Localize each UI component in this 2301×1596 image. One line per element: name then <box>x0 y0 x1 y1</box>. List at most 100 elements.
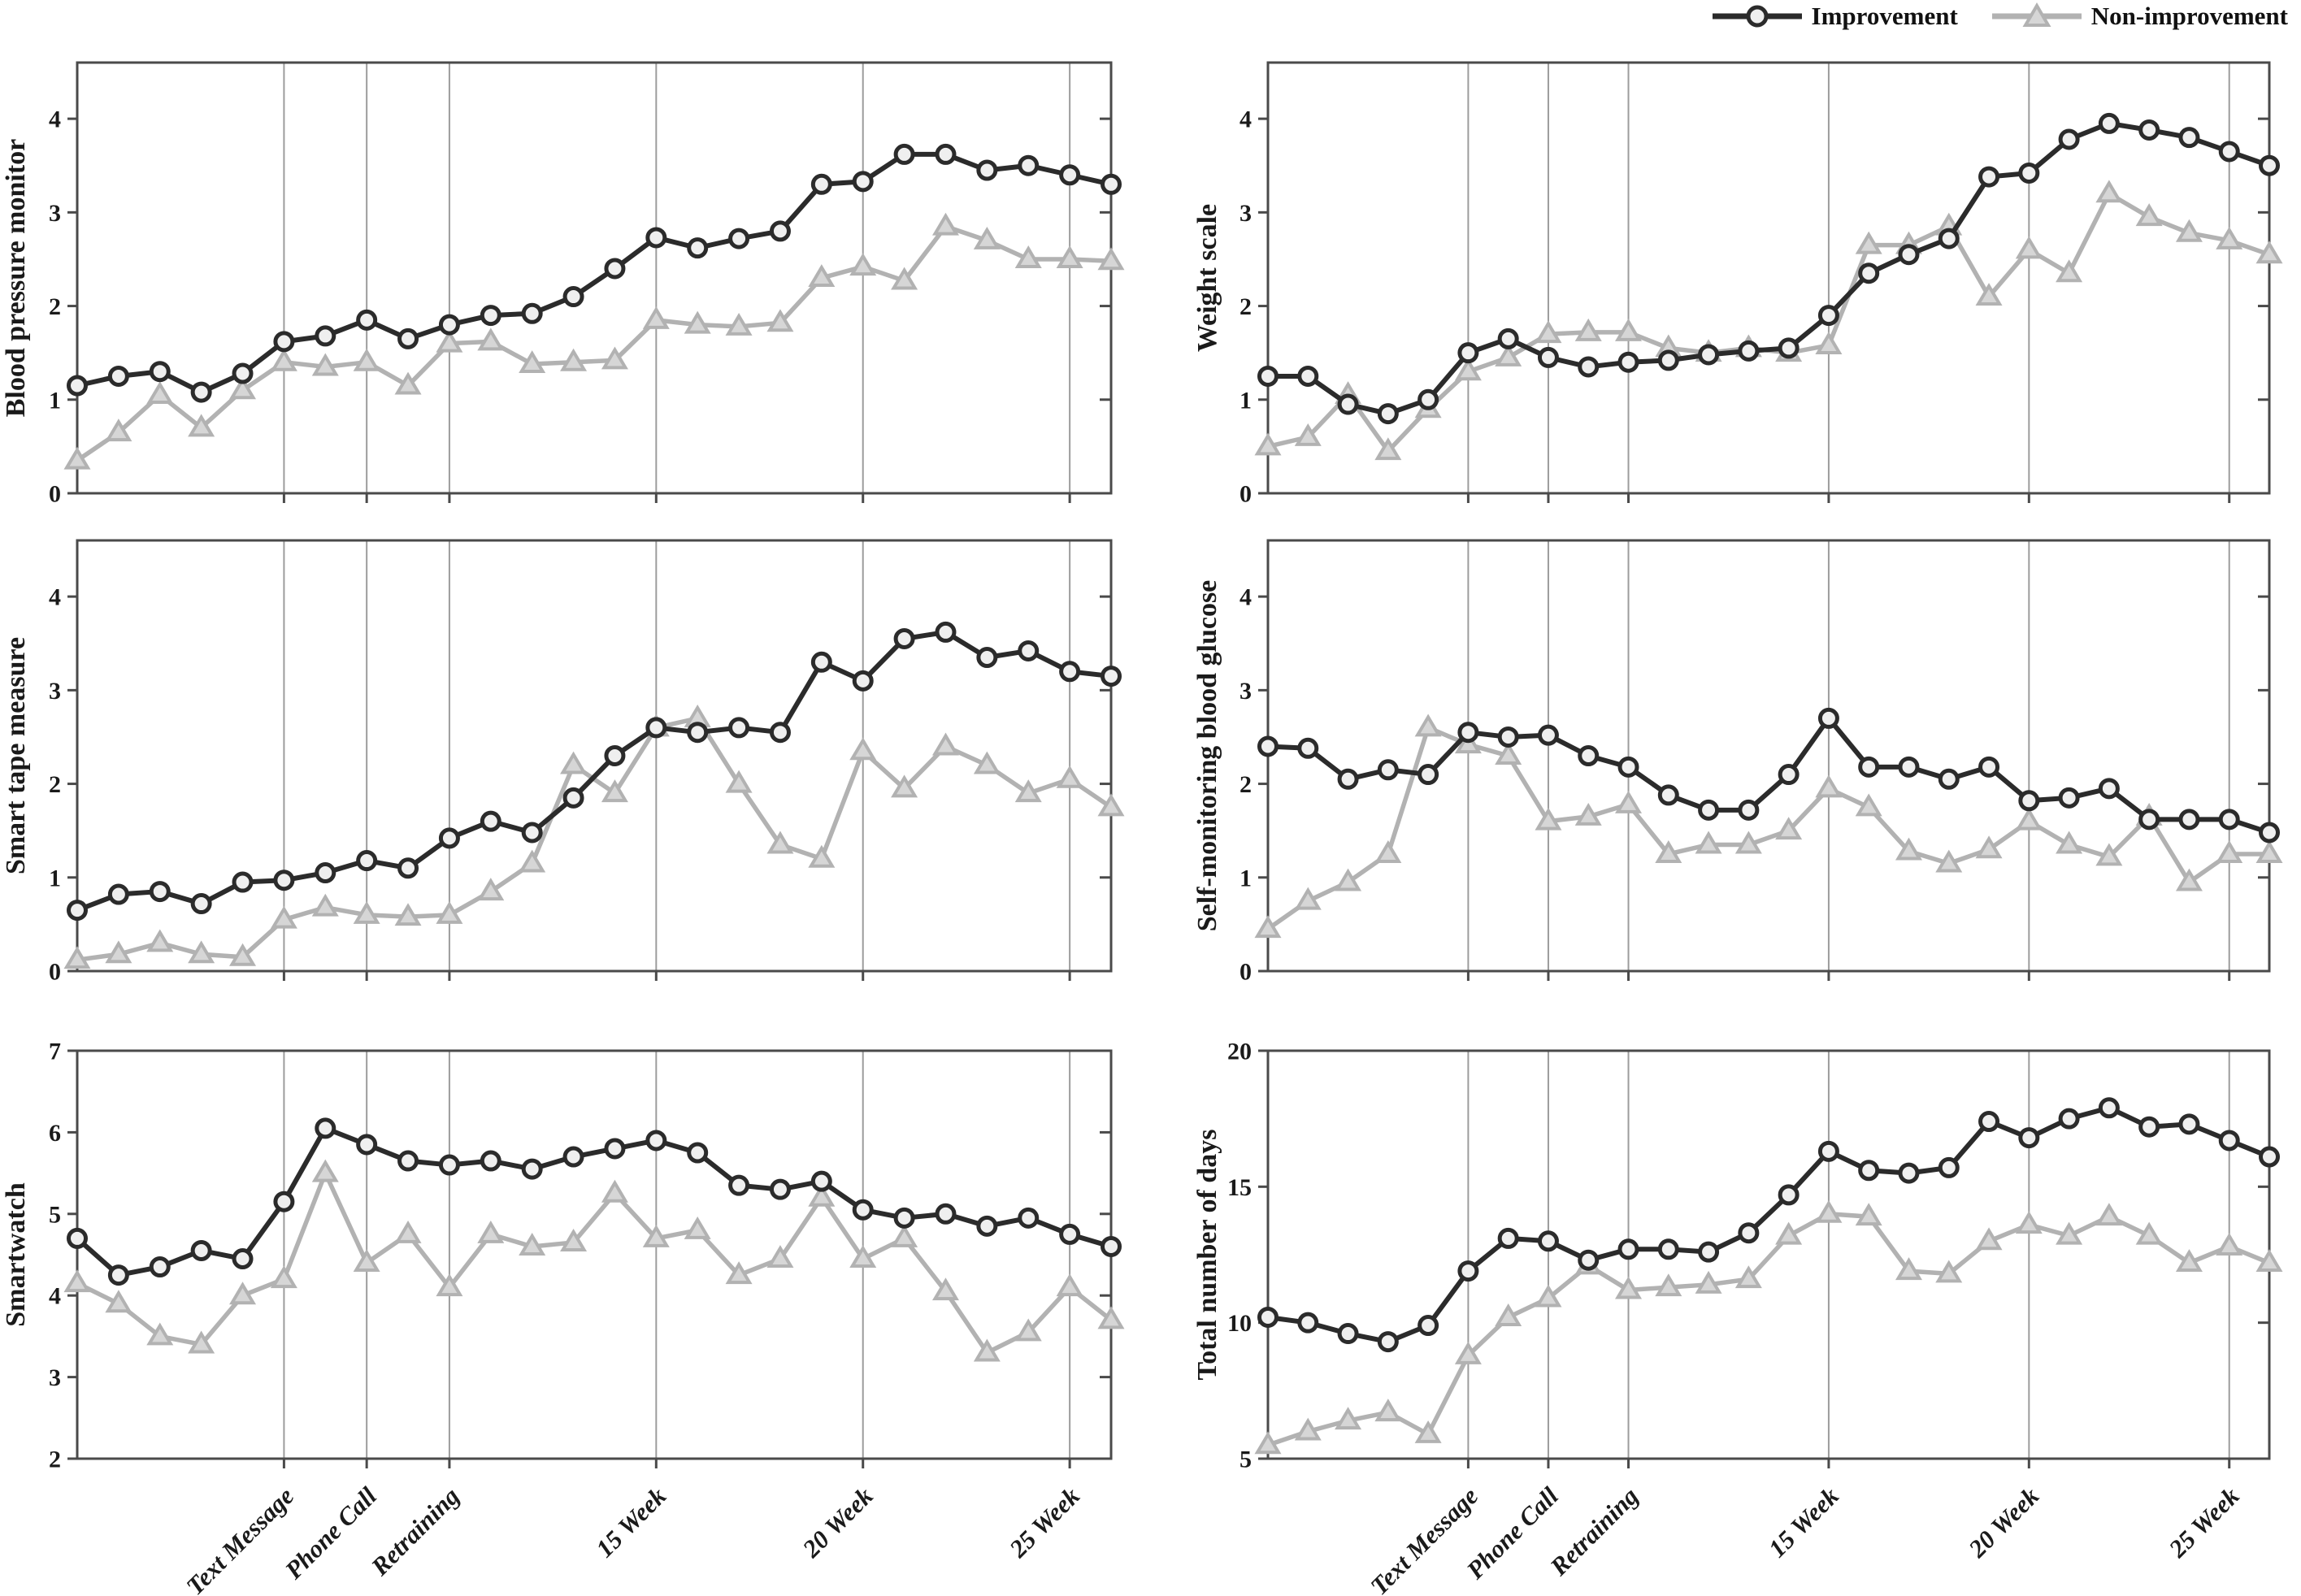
improvement-marker <box>893 143 915 165</box>
improvement-series <box>1257 1097 2280 1353</box>
non-improvement-marker <box>642 306 670 329</box>
improvement-marker <box>2178 1113 2200 1135</box>
y-axis-title-smart-tape-measure: Smart tape measure <box>1 637 31 874</box>
improvement-line <box>76 151 1112 395</box>
x-axis <box>1466 971 2231 981</box>
gridlines <box>283 63 1071 493</box>
improvement-marker <box>893 627 915 649</box>
improvement-marker <box>356 1134 378 1156</box>
improvement-marker <box>810 651 832 673</box>
improvement-marker <box>2138 1116 2160 1138</box>
improvement-marker <box>1377 759 1399 781</box>
non-improvement-marker <box>1254 915 1282 939</box>
improvement-marker <box>852 171 874 193</box>
improvement-marker <box>273 1190 295 1212</box>
non-improvement-marker <box>1335 1407 1362 1430</box>
non-improvement-marker <box>1975 283 2003 306</box>
y-tick-label: 4 <box>49 106 61 133</box>
non-improvement-marker <box>1935 849 1963 873</box>
improvement-marker <box>1738 1222 1760 1244</box>
improvement-marker <box>2218 809 2240 831</box>
improvement-line <box>76 629 1112 913</box>
improvement-marker <box>1018 1207 1040 1229</box>
improvement-series <box>67 143 1122 403</box>
non-improvement-marker <box>1414 713 1442 737</box>
improvement-marker <box>769 1178 791 1200</box>
non-improvement-marker <box>353 1249 380 1273</box>
non-improvement-marker <box>1254 1431 1282 1455</box>
improvement-marker <box>1578 745 1600 766</box>
x-tick-label: 25 Week <box>1003 1481 1085 1563</box>
non-improvement-marker <box>1815 332 1843 354</box>
non-improvement-marker <box>270 905 297 929</box>
improvement-marker <box>1578 1249 1600 1271</box>
non-improvement-marker <box>188 940 215 964</box>
improvement-marker <box>1418 388 1439 410</box>
non-improvement-marker <box>477 1220 505 1243</box>
non-improvement-marker <box>1734 1265 1762 1289</box>
non-improvement-marker <box>849 253 877 276</box>
improvement-marker <box>1817 1140 1839 1162</box>
improvement-marker <box>1698 344 1720 366</box>
non-improvement-marker <box>436 329 463 353</box>
improvement-marker <box>2058 128 2080 150</box>
improvement-marker <box>1858 262 1880 284</box>
non-improvement-marker <box>394 371 422 395</box>
improvement-marker <box>1657 1238 1679 1260</box>
non-improvement-marker <box>684 310 711 334</box>
non-improvement-marker <box>1014 1318 1042 1342</box>
non-improvement-marker <box>270 348 297 371</box>
non-improvement-marker <box>311 1159 339 1182</box>
improvement-marker <box>149 1256 171 1278</box>
x-tick-label: 20 Week <box>797 1481 879 1563</box>
panel-smart-tape-measure: 0 1 2 3 4 Smart tape measure <box>1 539 1125 986</box>
non-improvement-marker <box>1374 437 1402 461</box>
non-improvement-marker <box>477 327 505 351</box>
improvement-marker <box>1457 342 1479 364</box>
non-improvement-marker <box>642 1224 670 1247</box>
y-tick-label: 2 <box>49 771 61 798</box>
improvement-marker <box>480 810 501 832</box>
improvement-line <box>76 1125 1112 1278</box>
non-improvement-marker <box>2216 840 2243 863</box>
improvement-marker <box>315 862 336 884</box>
non-improvement-marker <box>2015 236 2043 259</box>
improvement-marker <box>1817 305 1839 327</box>
non-improvement-marker <box>1574 318 1602 341</box>
improvement-marker <box>397 1150 419 1172</box>
non-improvement-marker <box>1414 1420 1442 1443</box>
improvement-marker <box>2058 787 2080 809</box>
non-improvement-marker <box>2175 868 2203 891</box>
non-improvement-marker <box>849 1245 877 1269</box>
improvement-marker <box>1059 1223 1081 1245</box>
gridlines <box>283 1051 1071 1459</box>
improvement-marker <box>67 375 88 397</box>
non-improvement-marker <box>1975 1227 2003 1251</box>
improvement-marker <box>315 325 336 347</box>
improvement-marker <box>232 1248 254 1270</box>
non-improvement-marker <box>436 900 463 924</box>
improvement-marker <box>976 647 998 669</box>
non-improvement-line <box>1266 725 2269 931</box>
improvement-marker <box>728 717 750 739</box>
non-improvement-marker <box>1895 1257 1922 1281</box>
improvement-marker <box>1537 346 1559 368</box>
non-improvement-marker <box>1975 835 2003 859</box>
non-improvement-marker-icon <box>1991 2 2082 27</box>
non-improvement-marker <box>63 1269 91 1293</box>
non-improvement-marker <box>394 903 422 926</box>
non-improvement-marker <box>684 1216 711 1239</box>
non-improvement-marker <box>519 1233 546 1256</box>
y-tick-label: 20 <box>1227 1039 1252 1065</box>
improvement-marker <box>769 722 791 744</box>
non-improvement-marker <box>1056 1273 1083 1297</box>
non-improvement-marker <box>1734 831 1762 854</box>
improvement-marker <box>2098 778 2120 800</box>
y-tick-label: 5 <box>49 1201 61 1228</box>
non-improvement-marker <box>2095 843 2123 866</box>
non-improvement-marker <box>601 779 628 803</box>
